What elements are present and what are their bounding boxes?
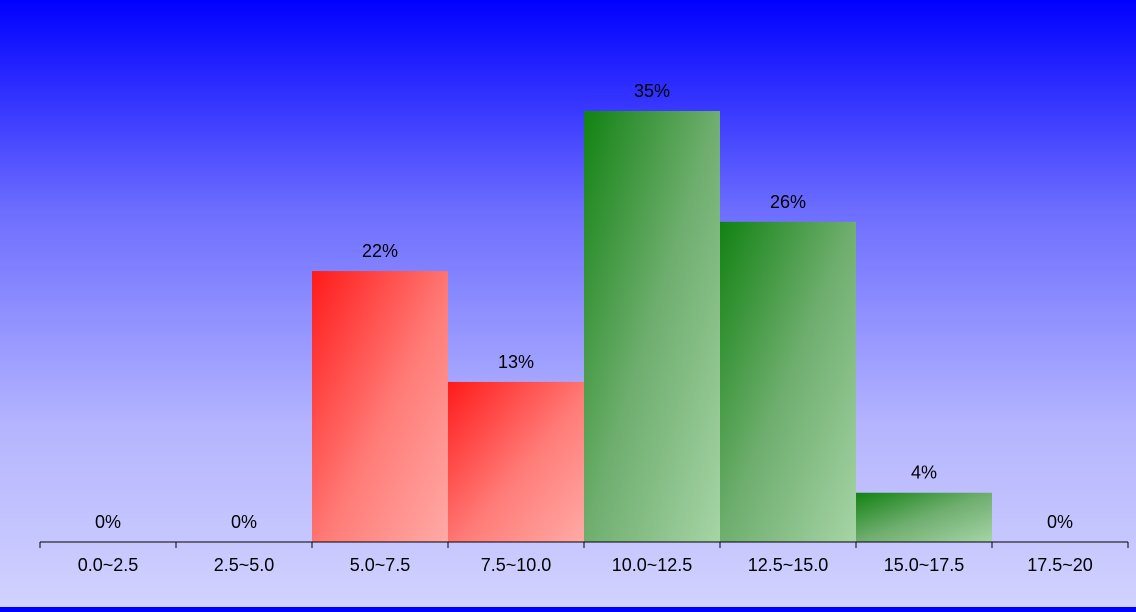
bar-12.5~15.0 — [720, 221, 856, 543]
x-tick-label-0.0~2.5: 0.0~2.5 — [78, 555, 139, 575]
x-tick-label-2.5~5.0: 2.5~5.0 — [214, 555, 275, 575]
value-label-7.5~10.0: 13% — [498, 352, 534, 372]
value-label-15.0~17.5: 4% — [911, 463, 937, 483]
value-label-0.0~2.5: 0% — [95, 512, 121, 532]
bar-10.0~12.5 — [584, 111, 720, 542]
x-tick-label-7.5~10.0: 7.5~10.0 — [481, 555, 552, 575]
value-label-2.5~5.0: 0% — [231, 512, 257, 532]
x-tick-label-5.0~7.5: 5.0~7.5 — [350, 555, 411, 575]
x-tick-label-10.0~12.5: 10.0~12.5 — [612, 555, 693, 575]
x-tick-label-15.0~17.5: 15.0~17.5 — [884, 555, 965, 575]
x-tick-labels: 0.0~2.5 2.5~5.0 5.0~7.5 7.5~10.0 10.0~12.5 12… — [78, 555, 1093, 575]
x-tick-label-12.5~15.0: 12.5~15.0 — [748, 555, 829, 575]
value-label-10.0~12.5: 35% — [634, 81, 670, 101]
value-labels-layer: 0% 0% 22% 13% 35% 26% 4% 0% — [95, 81, 1073, 532]
value-label-5.0~7.5: 22% — [362, 241, 398, 261]
x-tick-label-17.5~20: 17.5~20 — [1027, 555, 1093, 575]
value-label-12.5~15.0: 26% — [770, 192, 806, 212]
x-axis — [39, 541, 1129, 548]
bar-7.5~10.0 — [448, 381, 584, 542]
bar-5.0~7.5 — [312, 271, 448, 542]
value-label-17.5~20: 0% — [1047, 512, 1073, 532]
bar-15.0~17.5 — [856, 492, 992, 542]
bars-layer — [312, 111, 992, 543]
